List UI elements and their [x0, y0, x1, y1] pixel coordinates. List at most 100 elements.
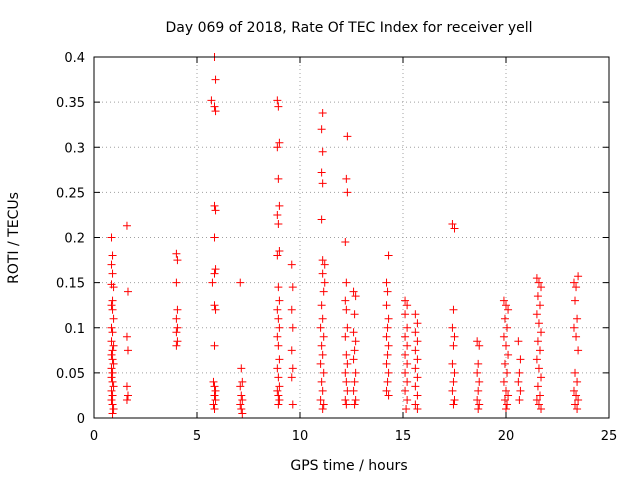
data-point	[319, 400, 328, 409]
data-point	[504, 350, 513, 359]
data-point	[342, 174, 351, 183]
data-point	[474, 359, 483, 368]
data-point	[318, 350, 327, 359]
data-point	[349, 386, 358, 395]
data-point	[210, 301, 219, 310]
data-points	[107, 53, 583, 418]
data-point	[109, 341, 118, 350]
data-point	[343, 359, 352, 368]
data-point	[503, 368, 512, 377]
data-point	[448, 359, 457, 368]
y-tick-label: 0.25	[56, 186, 85, 201]
data-point	[403, 323, 412, 332]
data-point	[316, 395, 325, 404]
data-point	[449, 341, 458, 350]
data-point	[274, 314, 283, 323]
data-point	[411, 400, 420, 409]
data-point	[211, 395, 220, 404]
data-point	[275, 382, 284, 391]
data-point	[318, 314, 327, 323]
data-point	[534, 400, 543, 409]
x-tick-label: 20	[498, 429, 515, 444]
x-tick-label: 15	[395, 429, 412, 444]
data-point	[382, 359, 391, 368]
data-point	[532, 310, 541, 319]
data-point	[275, 201, 284, 210]
data-point	[473, 337, 482, 346]
data-point	[274, 341, 283, 350]
chart-title: Day 069 of 2018, Rate Of TEC Index for r…	[165, 20, 532, 36]
data-point	[449, 305, 458, 314]
data-point	[534, 319, 543, 328]
data-point	[413, 337, 422, 346]
data-point	[208, 278, 217, 287]
data-point	[383, 323, 392, 332]
data-point	[502, 301, 510, 310]
data-point	[403, 377, 412, 386]
data-point	[384, 251, 393, 260]
data-point	[108, 269, 117, 278]
data-point	[450, 368, 459, 377]
data-point	[288, 364, 297, 373]
data-point	[318, 108, 327, 117]
data-point	[384, 368, 393, 377]
data-point	[108, 251, 117, 260]
data-point	[320, 278, 329, 287]
data-point	[107, 373, 116, 382]
data-point	[349, 355, 358, 364]
data-point	[123, 391, 132, 400]
data-point	[287, 305, 296, 314]
data-point	[535, 391, 544, 400]
data-point	[109, 359, 118, 368]
data-point	[401, 386, 410, 395]
data-point	[107, 233, 116, 242]
data-point	[401, 368, 410, 377]
data-point	[450, 224, 459, 233]
data-point	[449, 377, 458, 386]
data-point	[317, 125, 326, 134]
data-point	[350, 377, 359, 386]
data-point	[351, 337, 360, 346]
data-point	[572, 283, 581, 292]
data-point	[275, 138, 284, 147]
data-point	[502, 341, 510, 350]
data-point	[237, 364, 246, 373]
data-point	[273, 96, 282, 105]
data-point	[317, 341, 326, 350]
data-point	[238, 409, 247, 418]
data-point	[122, 221, 131, 230]
data-point	[287, 373, 296, 382]
data-point	[274, 219, 283, 228]
data-point	[238, 395, 247, 404]
data-point	[287, 260, 296, 269]
data-point	[319, 287, 328, 296]
data-point	[210, 341, 219, 350]
data-point	[108, 296, 117, 305]
data-point	[341, 368, 350, 377]
data-point	[318, 179, 327, 188]
data-point	[108, 355, 117, 364]
data-point	[210, 391, 219, 400]
data-point	[173, 323, 182, 332]
data-point	[108, 377, 117, 386]
data-point	[382, 332, 391, 341]
data-point	[108, 409, 117, 418]
data-point	[108, 400, 117, 409]
data-point	[533, 292, 542, 301]
data-point	[413, 355, 422, 364]
data-point	[275, 323, 284, 332]
data-point	[108, 368, 117, 377]
data-point	[210, 269, 219, 278]
data-point	[343, 323, 352, 332]
data-point	[534, 364, 543, 373]
data-point	[499, 377, 508, 386]
x-tick-label: 5	[193, 429, 201, 444]
y-tick-label: 0.05	[56, 367, 85, 382]
data-point	[318, 404, 327, 413]
axes: 0 5 10 15 20 25 0 0.05 0.1 0.15 0.2 0.25 0.3 0.35 0.4	[56, 51, 617, 444]
data-point	[318, 256, 327, 265]
data-point	[172, 278, 181, 287]
data-point	[236, 382, 245, 391]
y-tick-label: 0	[77, 412, 85, 427]
